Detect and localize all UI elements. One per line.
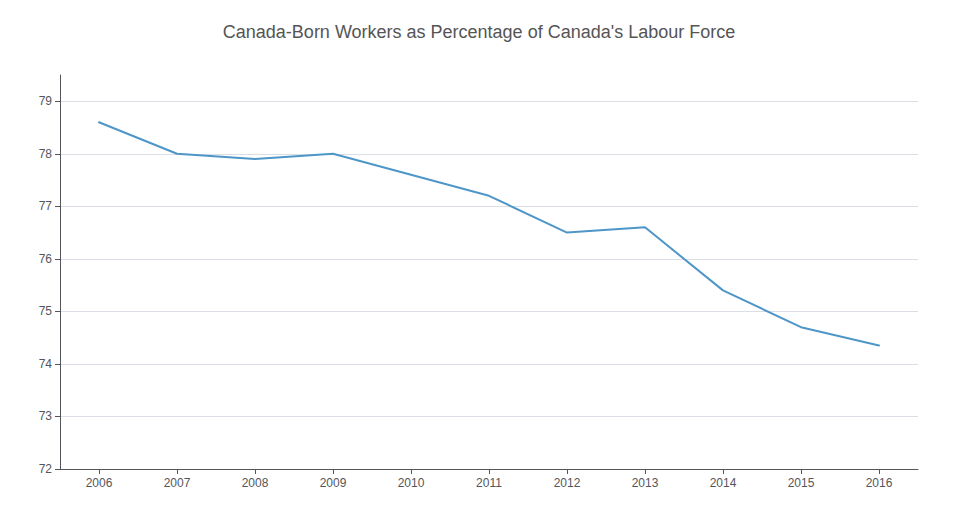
svg-text:73: 73 — [39, 409, 53, 423]
svg-text:79: 79 — [39, 94, 53, 108]
svg-text:2006: 2006 — [86, 476, 113, 490]
svg-text:72: 72 — [39, 462, 53, 476]
svg-text:2014: 2014 — [710, 476, 737, 490]
svg-text:2008: 2008 — [242, 476, 269, 490]
svg-text:75: 75 — [39, 304, 53, 318]
svg-text:Canada-Born Workers as Percent: Canada-Born Workers as Percentage of Can… — [223, 22, 735, 42]
svg-text:76: 76 — [39, 252, 53, 266]
svg-text:2007: 2007 — [164, 476, 191, 490]
svg-text:2009: 2009 — [320, 476, 347, 490]
svg-text:2012: 2012 — [554, 476, 581, 490]
svg-text:2015: 2015 — [788, 476, 815, 490]
svg-text:77: 77 — [39, 199, 53, 213]
svg-text:74: 74 — [39, 357, 53, 371]
svg-text:2013: 2013 — [632, 476, 659, 490]
svg-text:78: 78 — [39, 147, 53, 161]
svg-text:2016: 2016 — [866, 476, 893, 490]
svg-text:2011: 2011 — [476, 476, 502, 490]
svg-text:2010: 2010 — [398, 476, 425, 490]
